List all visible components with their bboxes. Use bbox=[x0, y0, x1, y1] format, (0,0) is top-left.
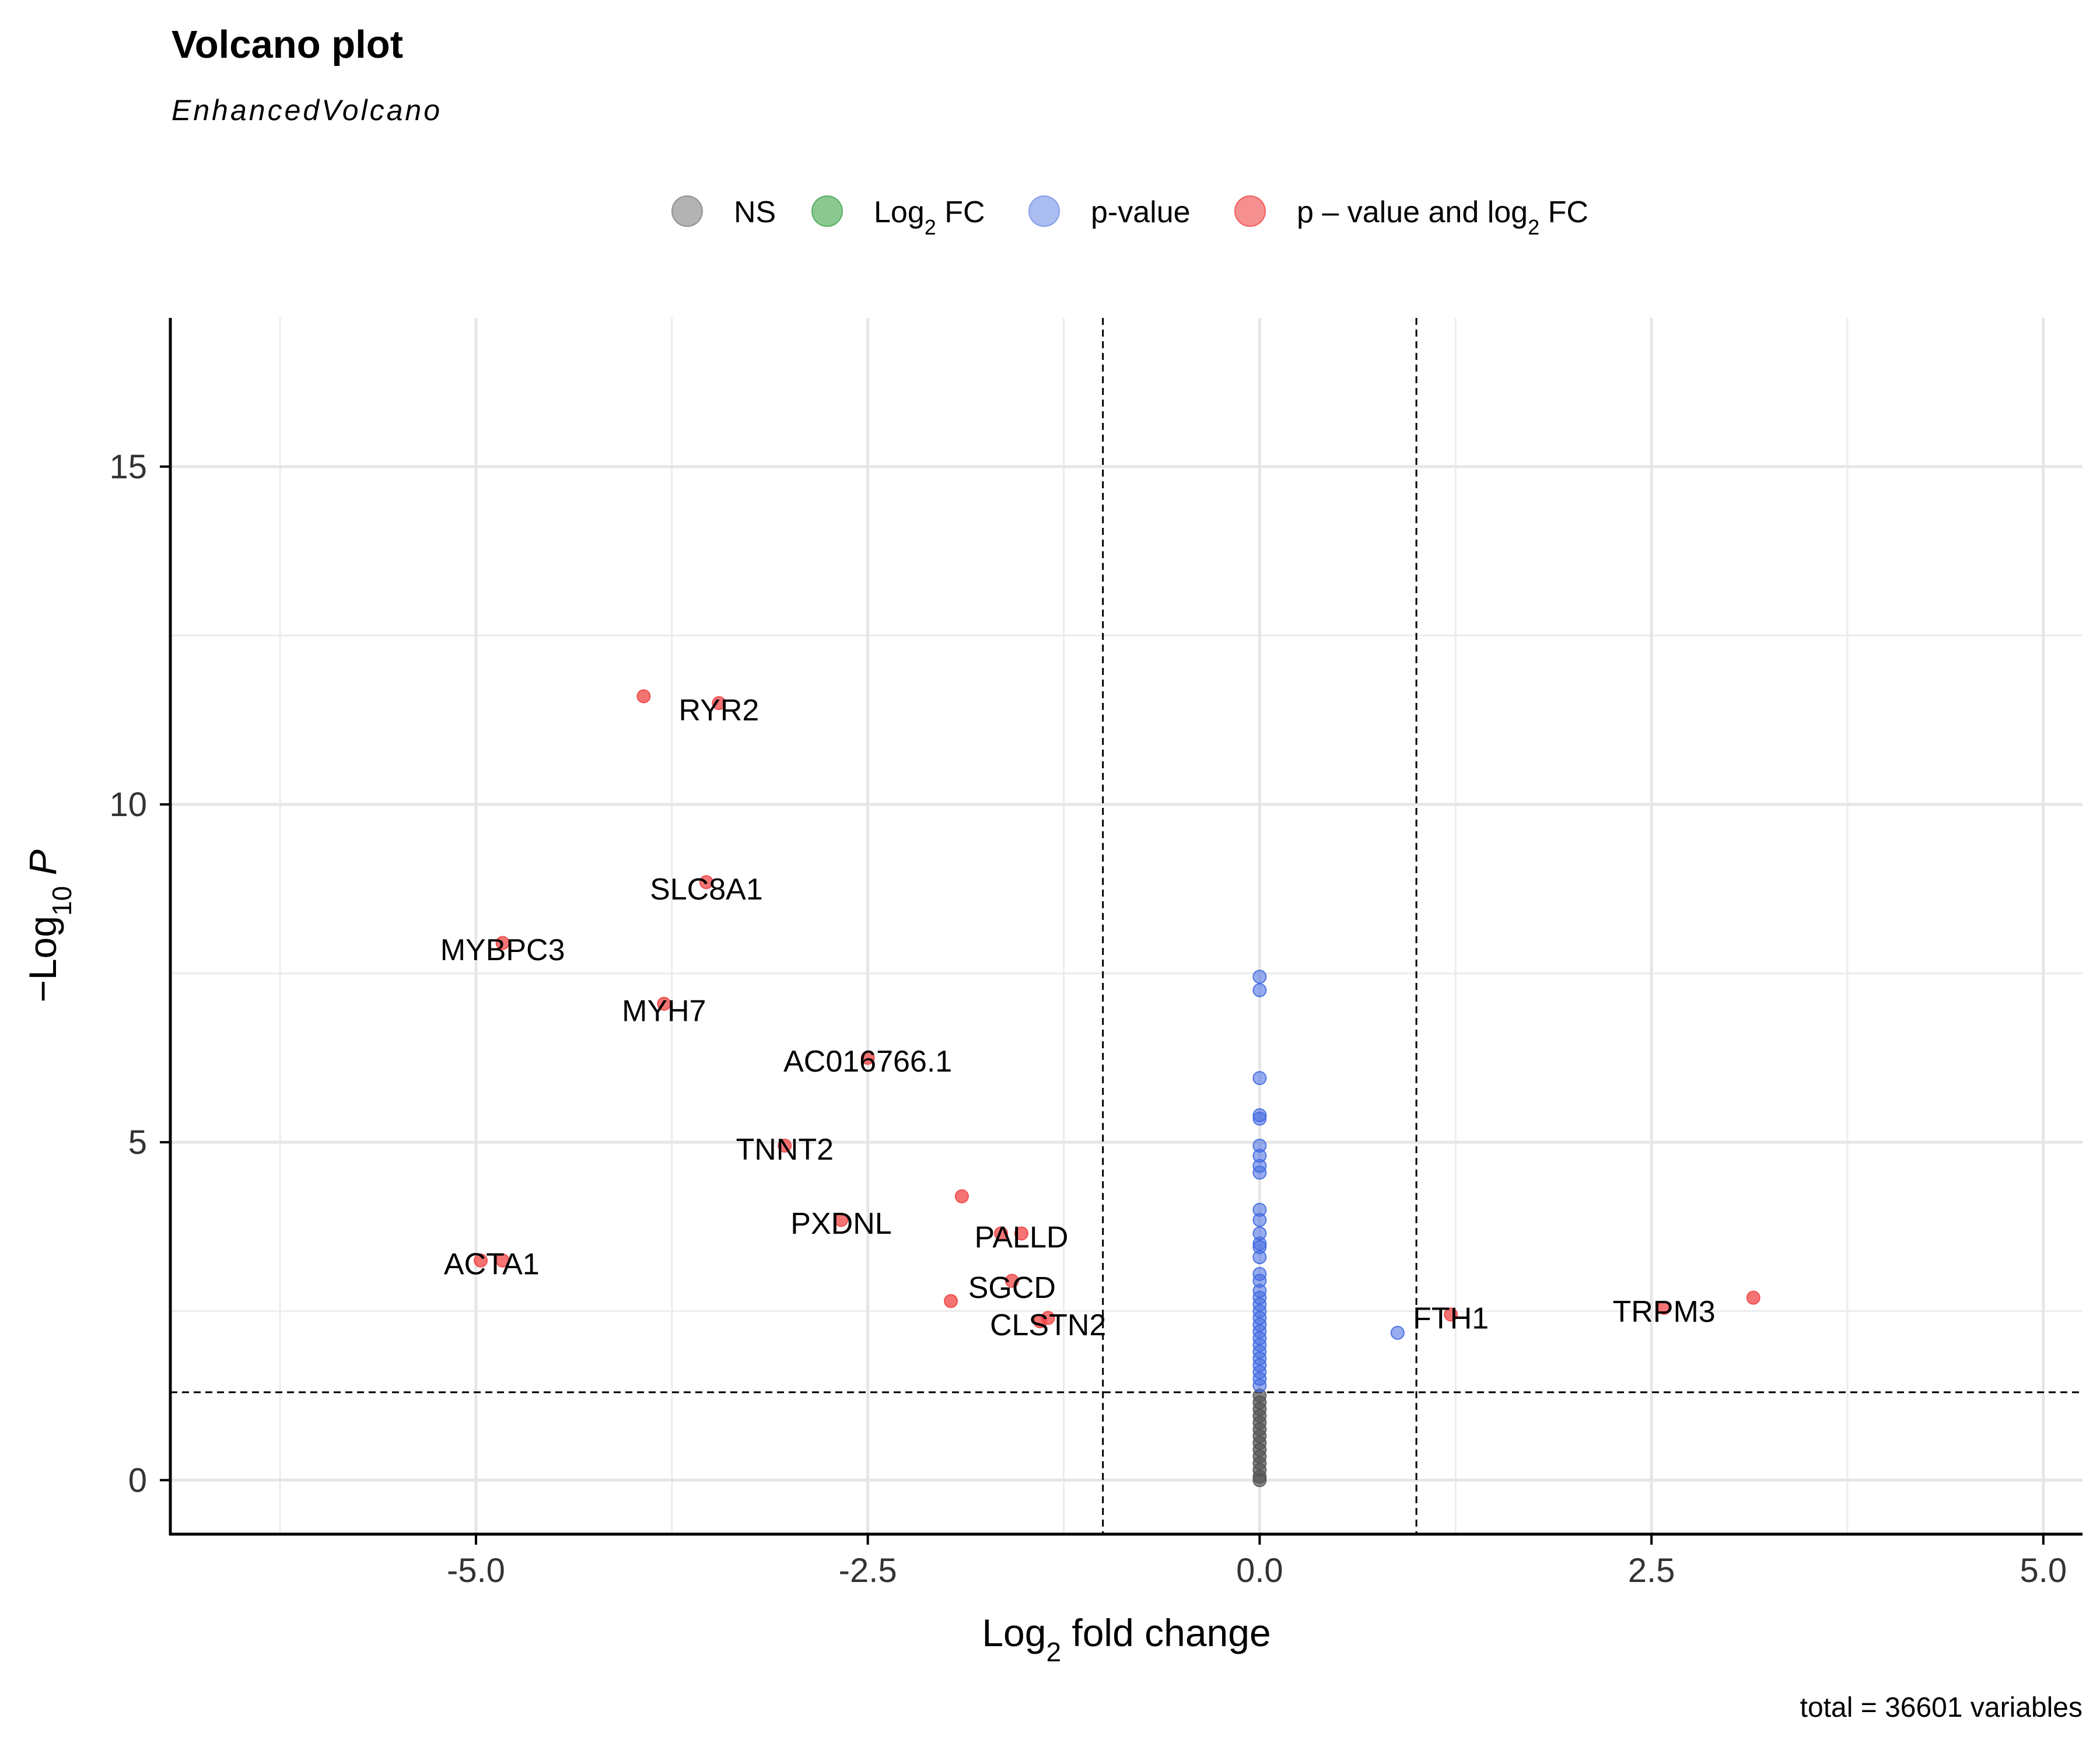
data-point bbox=[1657, 1300, 1671, 1315]
x-tick-label: -5.0 bbox=[447, 1552, 505, 1590]
x-tick-label: 5.0 bbox=[2020, 1552, 2067, 1590]
data-point bbox=[657, 996, 671, 1011]
legend: NS Log2 FC p-value p – value and log2 FC bbox=[671, 195, 1588, 239]
grid bbox=[170, 318, 2082, 1534]
gene-labels: RYR2 SLC8A1 MYBPC3 MYH7 AC016766.1 TNNT2 PXDNL… bbox=[440, 694, 1716, 1342]
legend-label: p – value and log2 FC bbox=[1297, 195, 1588, 239]
chart-caption: total = 36601 variables bbox=[1800, 1692, 2082, 1723]
chart-title: Volcano plot bbox=[172, 23, 404, 66]
gene-label: TNNT2 bbox=[736, 1133, 834, 1167]
gene-label: PALLD bbox=[975, 1220, 1069, 1254]
data-points bbox=[474, 689, 1760, 1488]
data-point bbox=[954, 1189, 969, 1203]
data-point bbox=[474, 1253, 488, 1268]
legend-label: p-value bbox=[1091, 195, 1191, 229]
x-axis-title: Log2 fold change bbox=[982, 1611, 1270, 1667]
y-axis-title: −Log10 P bbox=[21, 849, 77, 1002]
data-point bbox=[1444, 1307, 1458, 1322]
gene-label: SGCD bbox=[968, 1271, 1056, 1305]
data-point bbox=[1252, 1473, 1267, 1488]
data-point bbox=[1252, 1213, 1267, 1227]
data-point bbox=[636, 689, 651, 704]
legend-marker bbox=[1234, 195, 1266, 227]
y-tick-label: 5 bbox=[128, 1124, 147, 1161]
chart-subtitle: EnhancedVolcano bbox=[172, 94, 443, 127]
data-point bbox=[994, 1226, 1009, 1241]
data-point bbox=[1252, 1378, 1267, 1393]
data-point bbox=[778, 1138, 792, 1153]
axes: -5.0 -2.5 0.0 2.5 5.0 0 5 10 15 Log2 fold change −… bbox=[21, 318, 2082, 1667]
gene-label: ACTA1 bbox=[444, 1248, 540, 1282]
data-point bbox=[1005, 1273, 1019, 1288]
legend-marker bbox=[671, 195, 703, 227]
cutoff-lines bbox=[170, 318, 2082, 1534]
y-tick-label: 0 bbox=[128, 1461, 147, 1499]
gene-label: CLSTN2 bbox=[990, 1308, 1106, 1342]
gene-label: TRPM3 bbox=[1612, 1295, 1715, 1329]
data-point bbox=[495, 1253, 510, 1268]
legend-label: Log2 FC bbox=[874, 195, 985, 239]
legend-marker bbox=[811, 195, 843, 227]
data-point bbox=[1252, 1250, 1267, 1265]
data-point bbox=[1390, 1325, 1405, 1340]
gene-label: RYR2 bbox=[679, 694, 760, 727]
legend-marker bbox=[1028, 195, 1060, 227]
x-tick-label: 2.5 bbox=[1628, 1552, 1675, 1590]
data-point bbox=[1252, 983, 1267, 998]
data-point bbox=[1252, 1071, 1267, 1086]
gene-label: MYH7 bbox=[622, 994, 706, 1028]
data-point bbox=[1252, 1111, 1267, 1126]
data-point bbox=[712, 696, 726, 710]
gene-label: FTH1 bbox=[1413, 1301, 1489, 1335]
data-point bbox=[699, 875, 713, 890]
y-tick-label: 10 bbox=[109, 786, 147, 824]
gene-label: SLC8A1 bbox=[650, 873, 763, 907]
y-tick-label: 15 bbox=[109, 448, 147, 486]
legend-label: NS bbox=[734, 195, 776, 229]
x-tick-label: -2.5 bbox=[839, 1552, 897, 1590]
x-tick-label: 0.0 bbox=[1236, 1552, 1283, 1590]
data-point bbox=[1252, 970, 1267, 984]
data-point bbox=[495, 936, 510, 950]
data-point bbox=[1746, 1290, 1760, 1305]
gene-label: MYBPC3 bbox=[440, 933, 565, 967]
data-point bbox=[1014, 1226, 1028, 1241]
data-point bbox=[860, 1051, 875, 1065]
data-point bbox=[834, 1213, 848, 1227]
data-point bbox=[1252, 1166, 1267, 1180]
data-point bbox=[1041, 1311, 1055, 1325]
gene-label: AC016766.1 bbox=[783, 1045, 952, 1079]
data-point bbox=[944, 1294, 958, 1308]
gene-label: PXDNL bbox=[790, 1207, 891, 1241]
